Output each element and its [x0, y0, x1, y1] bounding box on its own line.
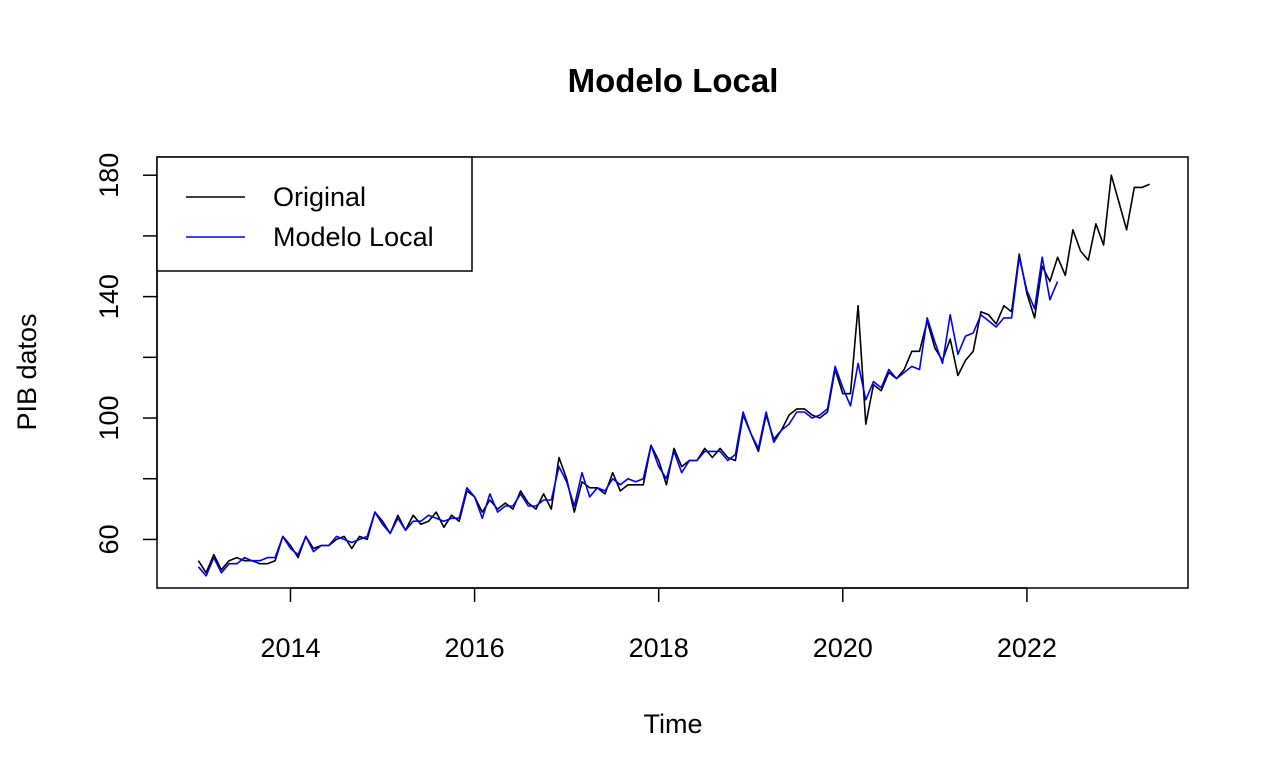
series-line-modelo-local — [197, 256, 1059, 577]
y-tick-label: 100 — [94, 395, 124, 440]
chart-title: Modelo Local — [568, 62, 779, 99]
legend-label-original: Original — [273, 182, 366, 212]
y-tick-label: 180 — [94, 153, 124, 198]
series-layer — [197, 174, 1150, 577]
y-axis: 60 100 140 180 — [94, 153, 158, 554]
y-tick-label: 140 — [94, 274, 124, 319]
y-axis-label: PIB datos — [12, 313, 42, 430]
x-tick-label: 2014 — [260, 633, 320, 663]
x-axis-label: Time — [644, 709, 703, 739]
legend-box — [156, 156, 473, 272]
x-tick-label: 2018 — [629, 633, 689, 663]
x-tick-label: 2016 — [445, 633, 505, 663]
x-tick-label: 2020 — [813, 633, 873, 663]
y-tick-label: 60 — [94, 524, 124, 554]
x-tick-label: 2022 — [997, 633, 1057, 663]
legend-label-modelo-local: Modelo Local — [273, 222, 434, 252]
legend: Original Modelo Local — [156, 156, 473, 272]
x-axis: 2014 2016 2018 2020 2022 — [260, 587, 1057, 663]
